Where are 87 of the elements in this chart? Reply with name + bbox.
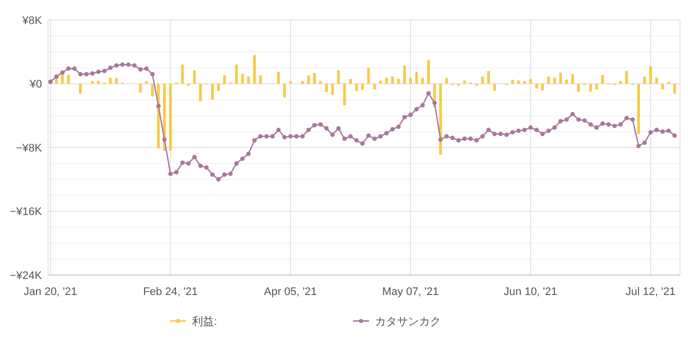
y-tick-label: −¥24K [10, 270, 43, 282]
bar [409, 78, 412, 84]
bar [619, 80, 622, 84]
bar [235, 64, 238, 84]
bar [391, 76, 394, 84]
bar [361, 84, 364, 90]
bar [415, 72, 418, 84]
bar [445, 78, 448, 84]
bar [349, 78, 352, 84]
bar [331, 84, 334, 95]
bar [145, 80, 148, 84]
bar [67, 74, 70, 84]
bar [481, 76, 484, 84]
bar [199, 84, 202, 102]
bar [319, 80, 322, 84]
bar [181, 64, 184, 84]
bar [547, 76, 550, 84]
y-tick-label: ¥0 [28, 78, 42, 91]
bar [307, 75, 310, 84]
bar [277, 72, 280, 84]
bar [223, 75, 226, 84]
bar [313, 72, 316, 84]
x-tick-label: Jul 12, '21 [626, 286, 676, 298]
bar [637, 84, 640, 134]
bar [655, 78, 658, 84]
legend-label: カタサンカク [375, 316, 441, 328]
bar [79, 84, 82, 94]
bar [355, 84, 358, 91]
bar [601, 74, 604, 84]
bar [301, 80, 304, 84]
bar [367, 68, 370, 84]
bar [259, 75, 262, 84]
bar [397, 78, 400, 84]
bar [211, 84, 214, 100]
bar [241, 74, 244, 84]
y-tick-label: −¥16K [10, 206, 43, 218]
x-tick-label: Jan 20, '21 [24, 286, 78, 298]
bar [511, 80, 514, 84]
bar [625, 71, 628, 84]
bar [589, 84, 592, 92]
bar [139, 84, 142, 93]
bar [421, 78, 424, 84]
bar [373, 84, 376, 90]
y-tick-label: ¥8K [21, 14, 43, 27]
bar [343, 84, 346, 106]
bar [577, 84, 580, 92]
bar [517, 80, 520, 84]
bar [463, 80, 466, 84]
bar [649, 66, 652, 84]
bar [571, 74, 574, 84]
x-tick-label: May 07, '21 [382, 286, 439, 298]
bar [385, 78, 388, 84]
bar [427, 60, 430, 84]
bar [91, 80, 94, 84]
bar [379, 80, 382, 84]
bar [595, 84, 598, 90]
bar [487, 71, 490, 84]
x-tick-label: Jun 10, '21 [504, 286, 558, 298]
bar [559, 72, 562, 84]
bar [403, 65, 406, 84]
bar [169, 84, 172, 151]
bar [661, 84, 664, 90]
bar [565, 80, 568, 84]
bar [289, 80, 292, 84]
bar [535, 84, 538, 89]
bar [643, 76, 646, 84]
bar [115, 78, 118, 84]
bar [217, 84, 220, 91]
bar [253, 55, 256, 84]
bar [193, 70, 196, 84]
bar [109, 78, 112, 84]
legend-label: 利益: [192, 314, 218, 328]
bar [337, 70, 340, 84]
x-tick-label: Apr 05, '21 [264, 286, 317, 298]
x-tick-label: Feb 24, '21 [143, 286, 198, 298]
bar [523, 80, 526, 84]
bar [97, 80, 100, 84]
bar [283, 84, 286, 98]
bar [151, 84, 154, 96]
bar [247, 76, 250, 84]
y-tick-label: −¥8K [16, 142, 43, 154]
bar [529, 78, 532, 84]
bar [493, 84, 496, 91]
bar [553, 78, 556, 84]
bar [541, 84, 544, 91]
bar [325, 84, 328, 92]
bar [673, 84, 676, 94]
